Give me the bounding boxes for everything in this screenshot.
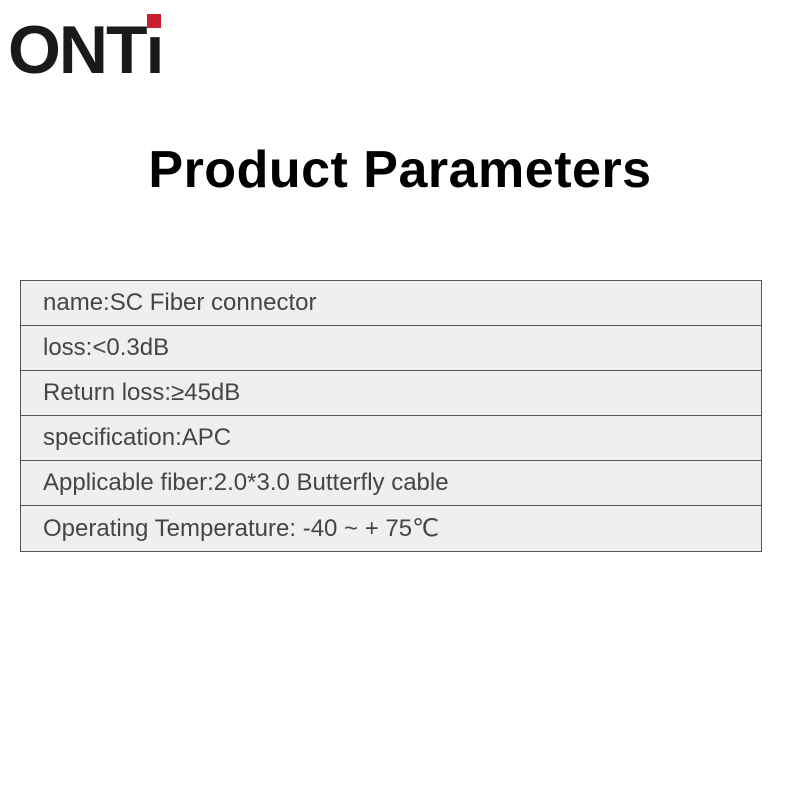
table-row: Applicable fiber:2.0*3.0 Butterfly cable xyxy=(21,461,762,506)
table-row: name:SC Fiber connector xyxy=(21,281,762,326)
param-cell: Return loss:≥45dB xyxy=(21,371,762,416)
param-cell: name:SC Fiber connector xyxy=(21,281,762,326)
param-cell: loss:<0.3dB xyxy=(21,326,762,371)
param-cell: specification:APC xyxy=(21,416,762,461)
brand-logo-text: ONTı xyxy=(8,16,162,84)
table-row: Return loss:≥45dB xyxy=(21,371,762,416)
logo-part-on: ON xyxy=(8,16,106,84)
logo-i-dot-icon xyxy=(147,14,161,28)
param-cell: Applicable fiber:2.0*3.0 Butterfly cable xyxy=(21,461,762,506)
table-row: Operating Temperature: -40 ~ + 75℃ xyxy=(21,506,762,552)
table-row: loss:<0.3dB xyxy=(21,326,762,371)
logo-part-t: T xyxy=(106,16,146,84)
logo-i: ı xyxy=(146,16,163,84)
parameters-table: name:SC Fiber connector loss:<0.3dB Retu… xyxy=(20,280,762,552)
param-cell: Operating Temperature: -40 ~ + 75℃ xyxy=(21,506,762,552)
page-title: Product Parameters xyxy=(0,140,800,200)
brand-logo: ONTı xyxy=(8,16,162,84)
table-row: specification:APC xyxy=(21,416,762,461)
